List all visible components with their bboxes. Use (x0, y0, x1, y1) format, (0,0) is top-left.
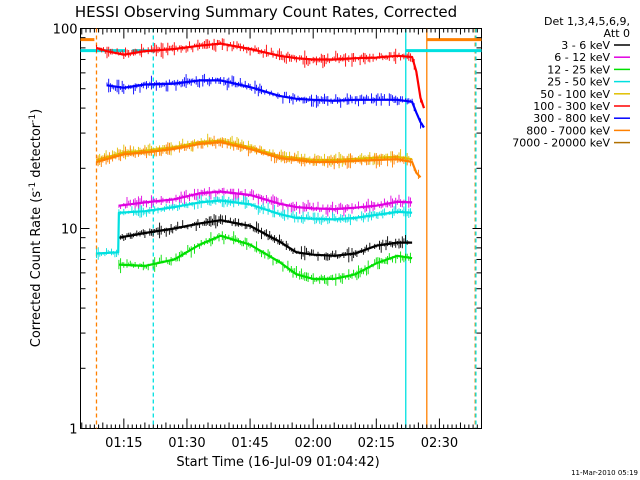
x-tick-label: 02:00 (294, 436, 331, 451)
chart-title: HESSI Observing Summary Count Rates, Cor… (75, 3, 457, 21)
legend-label: 6 - 12 keV (554, 51, 610, 64)
y-axis-label-sup: -1 (28, 114, 38, 123)
series-8 (96, 135, 422, 179)
legend-label: 25 - 50 keV (547, 76, 610, 89)
series-6 (96, 38, 426, 109)
x-tick-label: 02:30 (421, 436, 458, 451)
footer-timestamp: 11-Mar-2010 05:19 (571, 469, 638, 477)
series-3 (118, 231, 413, 286)
x-tick-label: 01:15 (105, 436, 142, 451)
series-2 (118, 187, 413, 217)
series-7 (106, 73, 425, 129)
y-axis-label-sup: -1 (28, 182, 38, 191)
series-4 (96, 195, 413, 260)
y-axis-label-part: detector (29, 122, 44, 182)
x-tick-label: 01:30 (168, 436, 205, 451)
legend-label: 12 - 25 keV (547, 63, 610, 76)
y-axis-label-part: ) (29, 109, 44, 114)
plot-frame (80, 28, 482, 429)
overlay-lines (80, 28, 482, 429)
series-1 (118, 214, 413, 263)
series-noise (106, 73, 423, 129)
y-tick-label: 10 (61, 223, 78, 238)
y-axis-label-part: Corrected Count Rate (s (29, 191, 44, 348)
legend-label: 100 - 300 keV (533, 100, 610, 113)
plot-area (80, 28, 482, 429)
legend-label: 800 - 7000 keV (526, 124, 610, 137)
x-axis: 01:15 01:30 01:45 02:00 02:15 02:30 (81, 28, 482, 451)
x-tick-label: 01:45 (231, 436, 268, 451)
series-noise (96, 195, 411, 260)
y-axis: 1 10 100 (53, 23, 482, 438)
series-noise (118, 187, 411, 217)
y-tick-label: 100 (53, 23, 78, 38)
y-tick-label: 1 (69, 423, 77, 438)
series-noise (96, 38, 423, 104)
y-axis-label: Corrected Count Rate (s-1 detector-1) (28, 109, 44, 347)
series-noise (118, 231, 411, 286)
series-layer (96, 38, 426, 286)
legend-header-line: Det 1,3,4,5,6,9, (544, 15, 630, 28)
x-tick-label: 02:15 (358, 436, 395, 451)
legend-label: 3 - 6 keV (561, 39, 610, 52)
legend-label: 7000 - 20000 keV (512, 137, 610, 150)
series-noise (96, 135, 419, 179)
legend-label: 50 - 100 keV (540, 88, 610, 101)
legend-label: 300 - 800 keV (533, 112, 610, 125)
legend-header-line: Att 0 (604, 27, 630, 40)
x-axis-label: Start Time (16-Jul-09 01:04:42) (176, 455, 379, 470)
